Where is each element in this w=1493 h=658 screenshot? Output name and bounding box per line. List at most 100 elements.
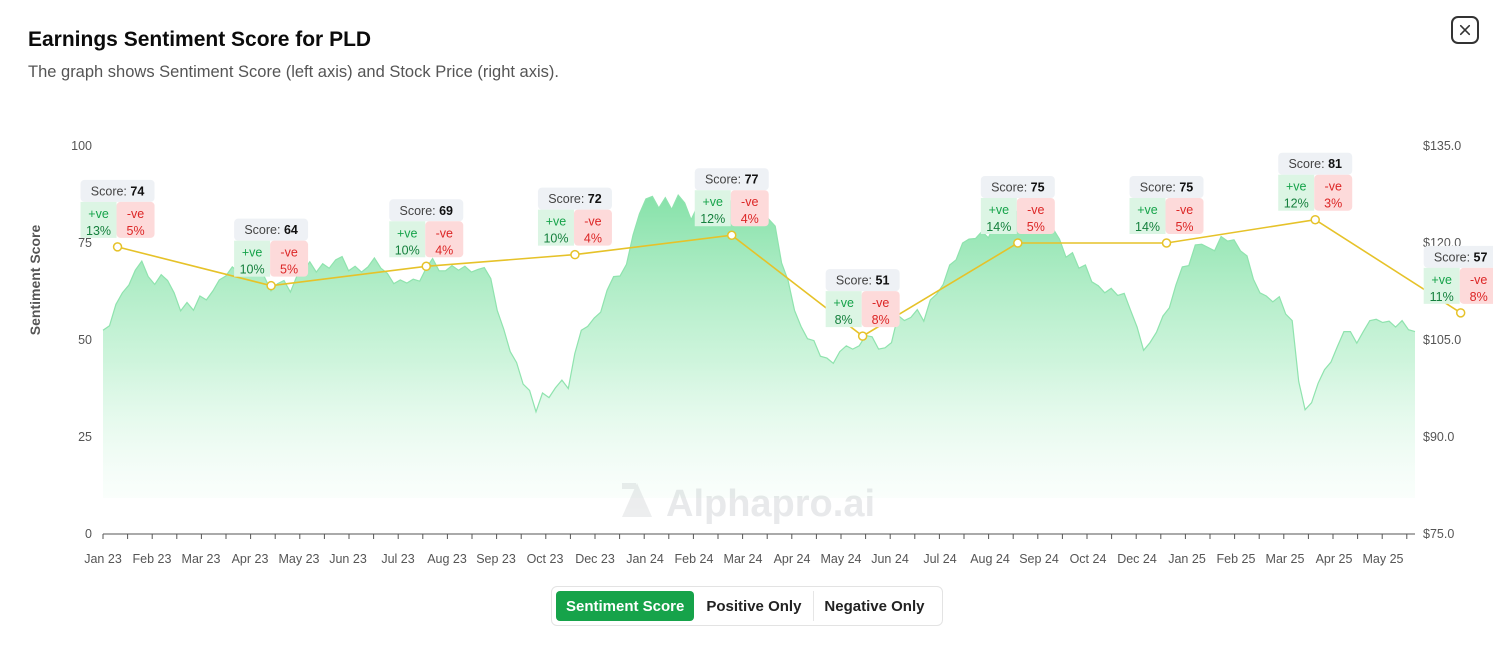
x-tick-label: May 23 [279, 552, 320, 566]
positive-label: +ve [1137, 203, 1158, 217]
score-box [825, 269, 900, 292]
score-box [234, 218, 309, 241]
positive-box [80, 201, 117, 238]
negative-value: 8% [1470, 290, 1488, 304]
watermark-text: Alphapro.ai [666, 483, 875, 525]
x-tick-label: Aug 23 [427, 552, 467, 566]
negative-label: -ve [127, 207, 144, 221]
score-callout: Score: 74 +ve 13% -ve 5% [80, 179, 155, 238]
positive-value: 10% [395, 243, 420, 257]
negative-box [573, 209, 612, 246]
x-tick-label: Jun 24 [871, 552, 909, 566]
positive-value: 13% [86, 224, 111, 238]
watermark-logo-icon [622, 483, 652, 517]
negative-box [1165, 198, 1204, 234]
y-left-tick-label: 75 [78, 236, 92, 250]
negative-box [1314, 174, 1353, 211]
negative-label: -ve [1027, 203, 1044, 217]
y-left-tick-label: 50 [78, 333, 92, 347]
positive-box [234, 240, 271, 277]
x-tick-label: Mar 25 [1266, 552, 1305, 566]
x-tick-label: Jan 24 [626, 552, 664, 566]
positive-label: +ve [989, 203, 1010, 217]
y-right-tick-label: $135.0 [1423, 139, 1461, 153]
negative-label: -ve [436, 226, 453, 240]
x-tick-label: Apr 23 [232, 552, 269, 566]
sentiment-point [1161, 238, 1172, 248]
x-tick-label: Feb 25 [1217, 552, 1256, 566]
page-title: Earnings Sentiment Score for PLD [28, 28, 372, 51]
negative-value: 3% [1324, 197, 1342, 211]
y-right-tick-label: $90.0 [1423, 430, 1454, 444]
positive-box [537, 209, 574, 246]
positive-label: +ve [702, 195, 723, 209]
y-axis-label: Sentiment Score [27, 225, 43, 336]
x-tick-label: Mar 23 [182, 552, 221, 566]
score-box [980, 176, 1055, 198]
x-tick-label: Feb 23 [133, 552, 172, 566]
score-text: Score: 51 [836, 274, 890, 288]
negative-value: 5% [1027, 220, 1045, 234]
score-text: Score: 69 [400, 204, 454, 218]
positive-box [1129, 198, 1166, 234]
score-box [1423, 245, 1493, 268]
score-box [389, 199, 464, 222]
x-tick-label: Oct 23 [527, 552, 564, 566]
view-toggle: Sentiment Score Positive Only Negative O… [551, 586, 943, 626]
negative-box [861, 291, 900, 328]
negative-value: 4% [435, 243, 453, 257]
positive-label: +ve [546, 215, 567, 229]
x-tick-label: Jul 23 [381, 552, 414, 566]
negative-label: -ve [584, 215, 601, 229]
score-callout: Score: 72 +ve 10% -ve 4% [537, 187, 612, 246]
score-callouts-layer: Score: 74 +ve 13% -ve 5% Score: 64 +ve 10% -ve 5%… [80, 152, 1493, 328]
score-callout: Score: 51 +ve 8% -ve 8% [825, 269, 900, 328]
positive-label: +ve [397, 226, 418, 240]
score-line-layer [112, 214, 1466, 341]
score-box [537, 187, 612, 210]
positive-box [825, 291, 862, 328]
close-button[interactable] [1451, 16, 1479, 44]
positive-box [389, 221, 426, 258]
x-tick-label: Mar 24 [724, 552, 763, 566]
sentiment-line [117, 218, 1462, 338]
score-box [1278, 152, 1353, 175]
y-right-tick-label: $105.0 [1423, 333, 1461, 347]
negative-box [1459, 267, 1493, 304]
positive-label: +ve [1431, 273, 1452, 287]
positive-box [980, 198, 1017, 234]
x-tick-label: Dec 23 [575, 552, 615, 566]
positive-box [694, 190, 731, 227]
positive-value: 11% [1430, 290, 1454, 304]
x-tick-label: Sep 24 [1019, 552, 1059, 566]
toggle-positive-only[interactable]: Positive Only [696, 591, 812, 621]
x-tick-label: Sep 23 [476, 552, 516, 566]
positive-label: +ve [88, 207, 109, 221]
negative-label: -ve [872, 296, 889, 310]
negative-box [116, 201, 155, 238]
x-tick-label: Jan 23 [84, 552, 122, 566]
positive-value: 12% [1284, 197, 1309, 211]
toggle-negative-only[interactable]: Negative Only [813, 591, 935, 621]
negative-label: -ve [741, 195, 758, 209]
page-subtitle: The graph shows Sentiment Score (left ax… [28, 63, 559, 81]
score-callout: Score: 57 +ve 11% -ve 8% [1423, 245, 1493, 304]
y-left-tick-label: 100 [71, 139, 92, 153]
toggle-sentiment-score[interactable]: Sentiment Score [556, 591, 695, 621]
x-tick-label: Apr 24 [774, 552, 811, 566]
negative-value: 4% [584, 232, 602, 246]
score-callout: Score: 75 +ve 14% -ve 5% [980, 176, 1055, 234]
x-tick-label: Jul 24 [923, 552, 956, 566]
negative-label: -ve [280, 246, 297, 260]
x-tick-label: Feb 24 [675, 552, 714, 566]
y-left-tick-label: 25 [78, 430, 92, 444]
sentiment-point [1013, 238, 1023, 248]
y-right-tick-label: $75.0 [1423, 527, 1454, 541]
x-tick-label: Dec 24 [1117, 552, 1157, 566]
negative-value: 5% [280, 263, 298, 277]
x-tick-label: Apr 25 [1316, 552, 1353, 566]
score-text: Score: 81 [1288, 157, 1342, 171]
score-text: Score: 57 [1434, 250, 1488, 264]
score-box [1129, 176, 1204, 198]
x-tick-label: May 25 [1363, 552, 1404, 566]
